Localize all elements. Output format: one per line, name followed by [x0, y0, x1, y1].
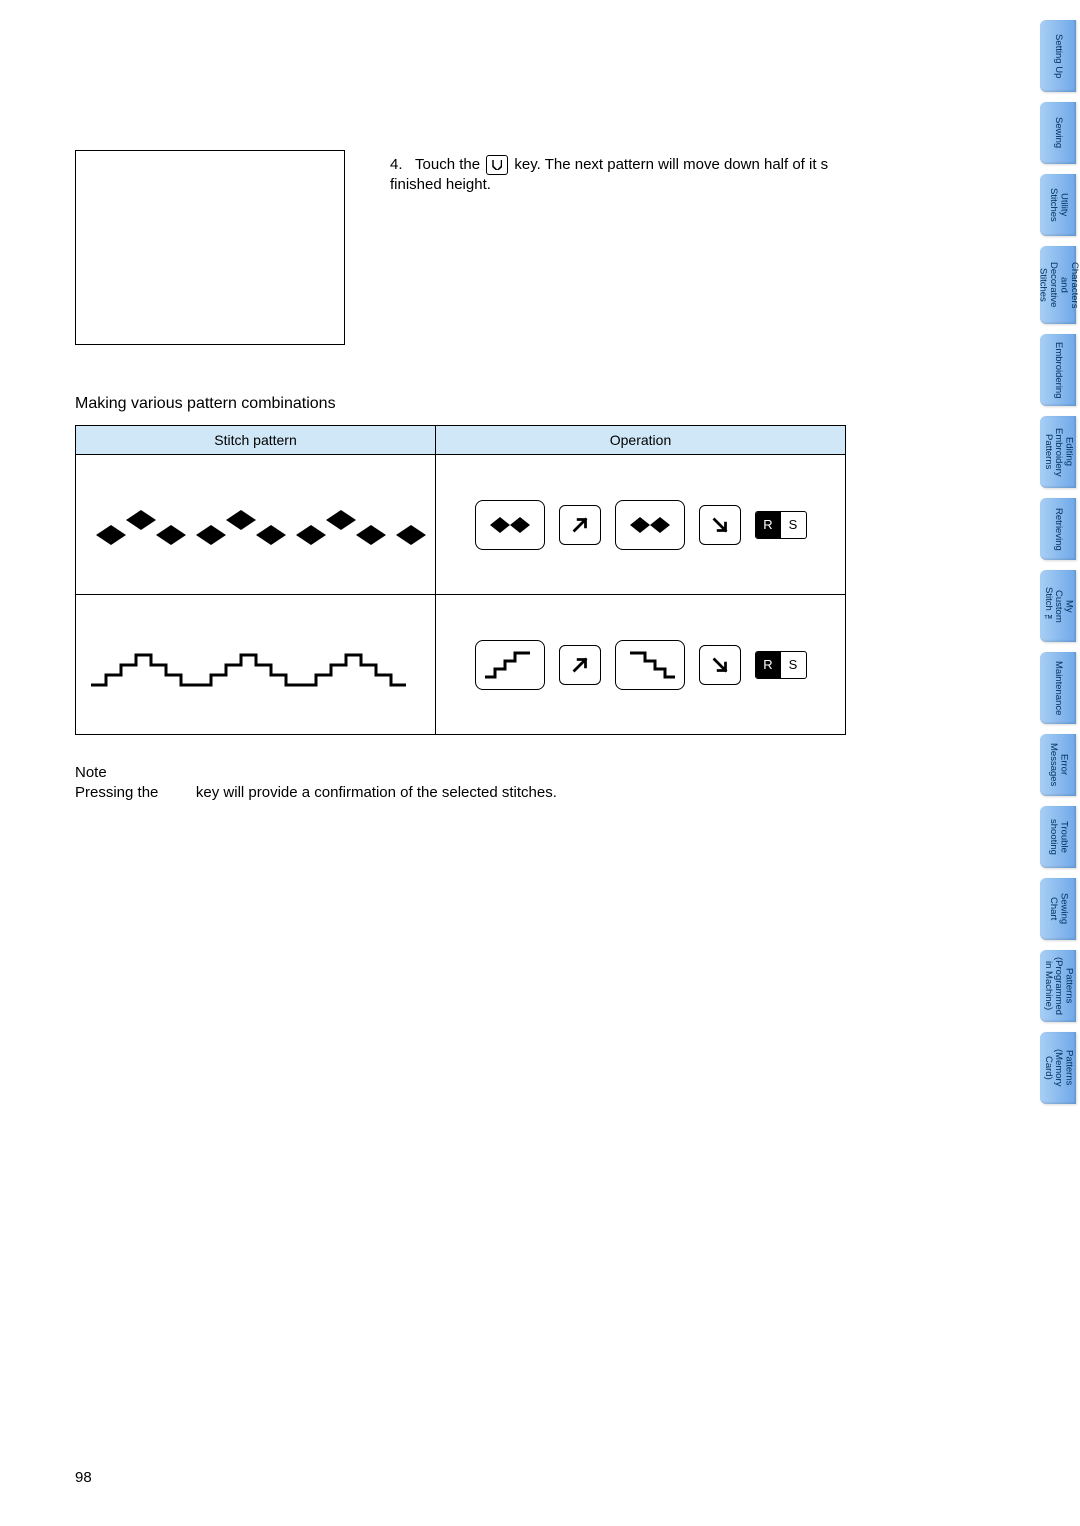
subheading: Making various pattern combinations — [75, 395, 845, 413]
side-tabs: Setting Up Sewing Utility Stitches Characte… — [1040, 20, 1080, 1114]
content-area: Making various pattern combinations Stit… — [75, 150, 845, 802]
rs-toggle-button[interactable]: R S — [755, 511, 807, 539]
rs-s-label: S — [781, 652, 806, 678]
stitch-pattern-cell — [76, 595, 436, 735]
table-header-operation: Operation — [436, 426, 846, 455]
side-tab[interactable]: Embroidering — [1040, 334, 1076, 406]
rs-s-label: S — [781, 512, 806, 538]
note-block: Note Pressing the key will provide a con… — [75, 763, 845, 802]
rs-r-label: R — [756, 512, 781, 538]
up-shift-button[interactable] — [559, 505, 601, 545]
up-shift-button[interactable] — [559, 645, 601, 685]
note-label: Note — [75, 763, 845, 783]
side-tab[interactable]: Trouble shooting — [1040, 806, 1076, 868]
side-tab[interactable]: My Custom Stitch ™ — [1040, 570, 1076, 642]
stitch-tile-step-up-icon — [475, 640, 545, 690]
side-tab[interactable]: Sewing — [1040, 102, 1076, 164]
arrow-down-icon — [709, 654, 731, 676]
side-tab[interactable]: Patterns (Memory Card) — [1040, 1032, 1076, 1104]
stitch-tile-diamond-icon — [615, 500, 685, 550]
stitch-pattern-cell — [76, 455, 436, 595]
note-text-after: key will provide a confirmation of the s… — [196, 784, 557, 801]
operation-cell: R S — [436, 455, 846, 595]
stitch-tile-step-down-icon — [615, 640, 685, 690]
arrow-up-icon — [569, 654, 591, 676]
diamond-wave-pattern-icon — [76, 455, 435, 594]
step-wave-pattern-icon — [76, 595, 435, 734]
stitch-tile-diamond-icon — [475, 500, 545, 550]
pattern-table: Stitch pattern Operation — [75, 425, 846, 735]
down-shift-button[interactable] — [699, 645, 741, 685]
page-number: 98 — [75, 1469, 92, 1486]
note-text-before: Pressing the — [75, 784, 158, 801]
side-tab[interactable]: Error Messages — [1040, 734, 1076, 796]
operation-cell: R S — [436, 595, 846, 735]
table-header-stitch: Stitch pattern — [76, 426, 436, 455]
side-tab[interactable]: Utility Stitches — [1040, 174, 1076, 236]
rs-r-label: R — [756, 652, 781, 678]
rs-toggle-button[interactable]: R S — [755, 651, 807, 679]
page: 4. Touch the key. The next pattern will … — [0, 0, 1080, 1526]
side-tab[interactable]: Patterns (Programmed in Machine) — [1040, 950, 1076, 1022]
side-tab[interactable]: Editing Embroidery Patterns — [1040, 416, 1076, 488]
arrow-down-icon — [709, 514, 731, 536]
side-tab[interactable]: Sewing Chart — [1040, 878, 1076, 940]
side-tab[interactable]: Characters and Decorative Stitches — [1040, 246, 1076, 324]
screenshot-placeholder-box — [75, 150, 345, 345]
table-row: R S — [76, 595, 846, 735]
down-shift-button[interactable] — [699, 505, 741, 545]
table-row: R S — [76, 455, 846, 595]
side-tab[interactable]: Setting Up — [1040, 20, 1076, 92]
arrow-up-icon — [569, 514, 591, 536]
side-tab[interactable]: Maintenance — [1040, 652, 1076, 724]
side-tab[interactable]: Retrieving — [1040, 498, 1076, 560]
